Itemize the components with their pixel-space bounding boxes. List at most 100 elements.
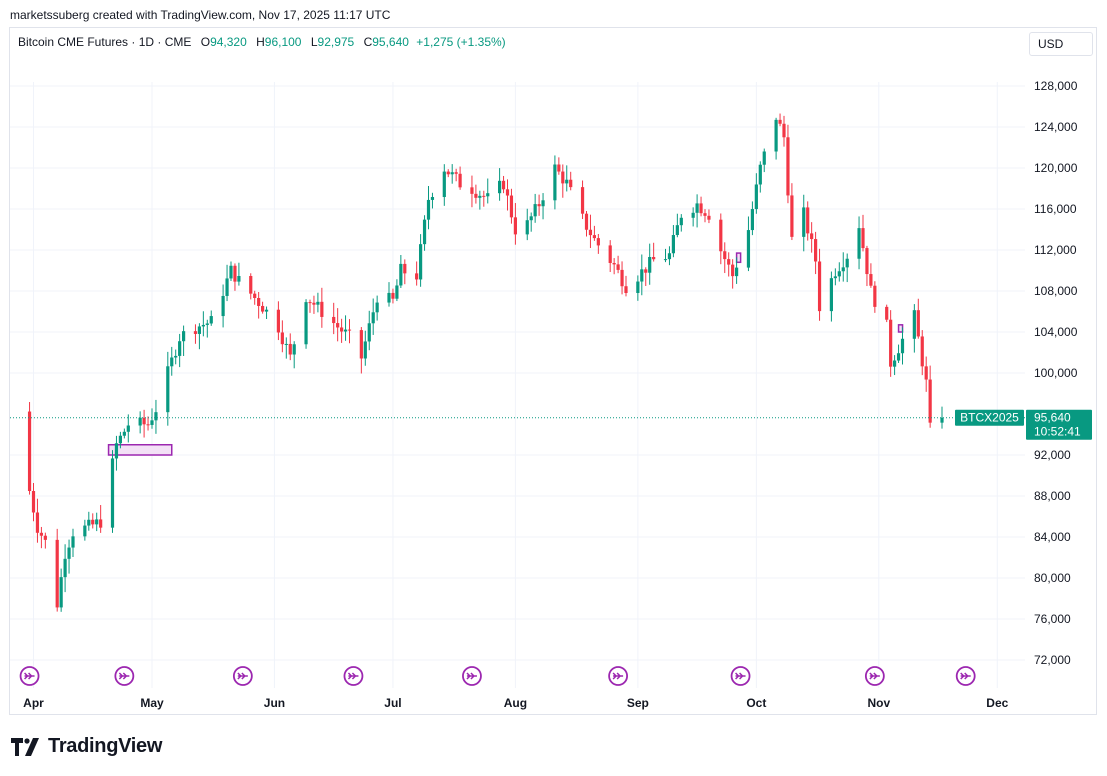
symbol-title: Bitcoin CME Futures · 1D · CME [18, 35, 192, 49]
event-marker-icon[interactable] [232, 666, 253, 686]
candle [885, 304, 889, 323]
candle-body [399, 263, 403, 286]
candle [810, 222, 814, 253]
candle-body [928, 379, 932, 423]
candle-body [588, 229, 593, 236]
candle-body [916, 310, 920, 337]
candle [312, 295, 316, 314]
candle [375, 295, 379, 321]
candle [363, 330, 367, 366]
month-tick-label: Oct [746, 696, 766, 710]
candle-body [561, 171, 565, 184]
candle [395, 279, 399, 302]
symbol-tag-label: BTCX2025 [960, 411, 1019, 425]
event-marker-icon[interactable] [730, 666, 751, 686]
candle [928, 365, 932, 428]
event-marker-arrow [869, 672, 880, 680]
candle [608, 240, 612, 272]
candle-body [912, 310, 916, 339]
candle-body [450, 172, 454, 175]
candle [486, 178, 490, 204]
candle [304, 299, 308, 349]
candle [940, 406, 944, 429]
candle-body [920, 336, 924, 367]
event-marker-arrow [24, 672, 35, 680]
candle-body [166, 366, 170, 413]
candle [841, 252, 845, 282]
candle [814, 231, 818, 275]
candle [197, 323, 201, 350]
event-marker-icon[interactable] [343, 666, 364, 686]
candle [142, 409, 146, 438]
symbol-legend[interactable]: Bitcoin CME Futures · 1D · CME O94,320 H… [18, 35, 506, 49]
candle-body [209, 316, 213, 324]
event-marker-icon[interactable] [955, 666, 976, 686]
candle [782, 115, 786, 147]
candle-body [55, 539, 59, 608]
candle [276, 301, 280, 341]
candles [27, 113, 944, 612]
candle-body [699, 203, 703, 214]
open-value: 94,320 [210, 35, 247, 49]
event-marker-icon[interactable] [19, 666, 40, 686]
candle-body [59, 577, 63, 608]
candle [71, 528, 75, 557]
price-axis: 72,000 76,000 80,000 84,000 88,000 92,000 100,… [1034, 79, 1078, 667]
candle-body [806, 207, 810, 234]
event-marker-icon[interactable] [608, 666, 628, 686]
candle [31, 483, 36, 522]
candle [27, 402, 32, 495]
candle-body [375, 302, 379, 313]
price-tick-label: 92,000 [1034, 448, 1071, 462]
candle [513, 203, 517, 245]
candle [170, 346, 174, 376]
candle [458, 166, 462, 190]
candle-body [509, 195, 514, 218]
candle [261, 301, 265, 314]
candle [193, 324, 198, 344]
candle-body [671, 235, 675, 254]
event-marker-arrow [466, 672, 477, 680]
candle [114, 435, 119, 471]
range-zone [735, 252, 742, 264]
candle-body [691, 212, 695, 218]
candle-body [940, 417, 944, 423]
candle-body [814, 239, 818, 262]
candle [237, 262, 241, 286]
candle [569, 171, 573, 191]
high-value: 96,100 [264, 35, 302, 49]
candle-body [889, 319, 893, 367]
candle-body [584, 213, 589, 230]
candle [474, 184, 478, 204]
candle-body [280, 332, 284, 345]
candle [292, 341, 296, 369]
candle [501, 175, 506, 194]
price-tick-label: 72,000 [1034, 653, 1071, 667]
price-tick-label: 128,000 [1034, 79, 1078, 93]
candle-body [304, 302, 308, 345]
candle-body [644, 269, 648, 273]
candle [478, 190, 482, 210]
candle-body [31, 491, 36, 513]
candle-body [537, 204, 541, 207]
event-marker-icon[interactable] [864, 666, 885, 686]
candle-body [146, 424, 150, 426]
candle [126, 414, 130, 443]
candle [35, 498, 40, 543]
candle-body [253, 293, 257, 299]
candle-body [27, 411, 32, 492]
event-marker-arrow [237, 672, 248, 680]
candle [557, 157, 561, 175]
event-marker-icon[interactable] [114, 666, 135, 686]
candle [762, 148, 766, 173]
candle-body [750, 209, 754, 231]
candle [837, 262, 841, 282]
currency-selector[interactable]: USD [1029, 32, 1093, 56]
candle-body [778, 119, 782, 124]
candle [316, 292, 320, 313]
candle-body [99, 519, 103, 528]
event-marker-icon[interactable] [462, 666, 482, 686]
price-tick-label: 80,000 [1034, 571, 1071, 585]
candle [146, 416, 150, 431]
